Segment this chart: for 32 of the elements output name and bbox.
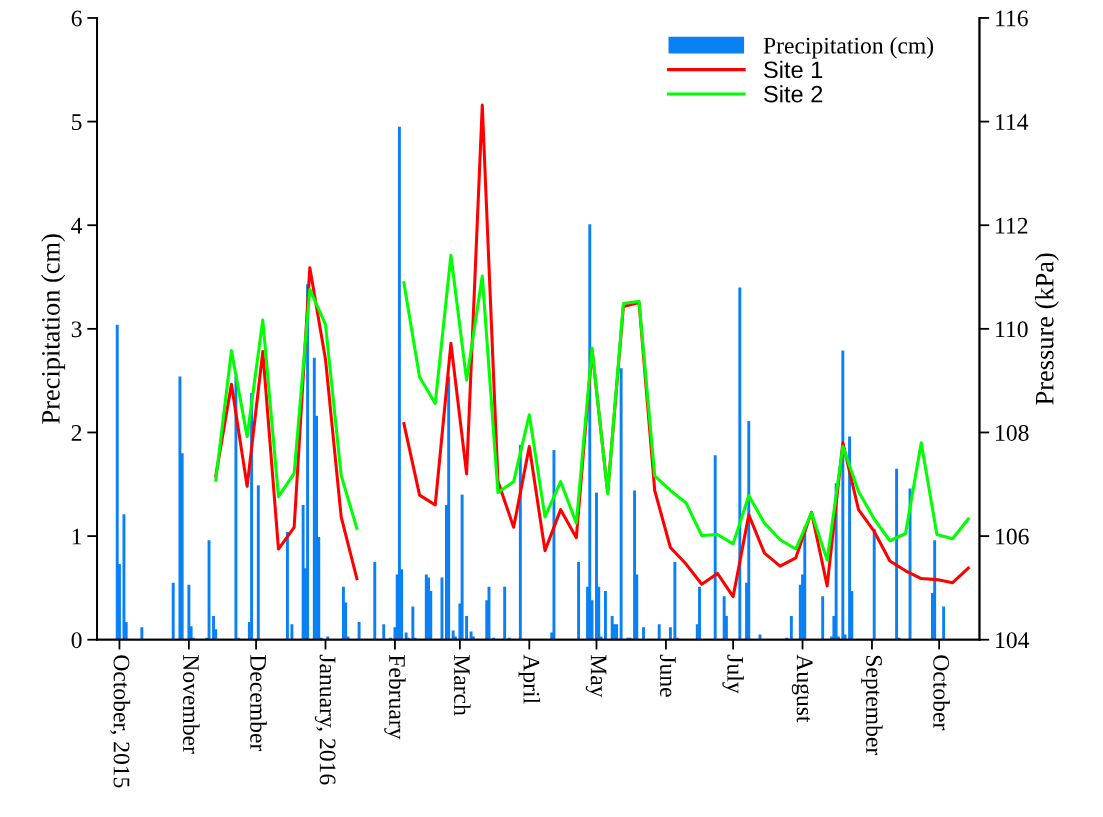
x-tick-label: January, 2016	[314, 654, 336, 785]
x-tick-label: October, 2015	[110, 655, 131, 788]
y2-tick-label: 116	[996, 10, 1028, 27]
y-axis-title: Precipitation (cm)	[41, 234, 66, 424]
y2-tick-label: 114	[996, 114, 1029, 130]
x-tick-label: May	[585, 654, 607, 698]
y-tick-label: 2	[71, 425, 82, 441]
x-tick-label: July	[722, 654, 744, 694]
y2-tick-label: 104	[996, 632, 1030, 649]
x-tick-label: December	[250, 654, 267, 752]
y-tick-label: 6	[71, 10, 82, 27]
legend-label: Precipitation (cm)	[763, 37, 934, 59]
y2-tick-label: 106	[996, 528, 1029, 545]
y-tick-label: 5	[72, 114, 82, 131]
y2-axis-title: Pressure (kPa)	[1035, 253, 1059, 405]
y2-tick-label: 112	[996, 217, 1028, 234]
x-tick-label: August	[791, 654, 813, 723]
x-tick-label: September	[861, 655, 883, 756]
x-tick-label: November	[182, 654, 200, 754]
y-tick-label: 0	[71, 632, 82, 649]
x-tick-label: June	[660, 654, 676, 697]
legend-label: Site 1	[764, 60, 823, 79]
x-tick-label: April	[518, 654, 541, 704]
legend-label: Site 2	[764, 85, 823, 103]
y2-tick-label: 110	[996, 321, 1028, 338]
y-tick-label: 1	[72, 528, 82, 545]
y-tick-label: 4	[71, 217, 83, 234]
x-tick-label: March	[453, 654, 471, 716]
x-tick-label: October	[933, 655, 950, 731]
y-tick-label: 3	[71, 321, 82, 338]
y2-tick-label: 108	[996, 424, 1029, 441]
x-tick-label: February	[384, 654, 406, 740]
